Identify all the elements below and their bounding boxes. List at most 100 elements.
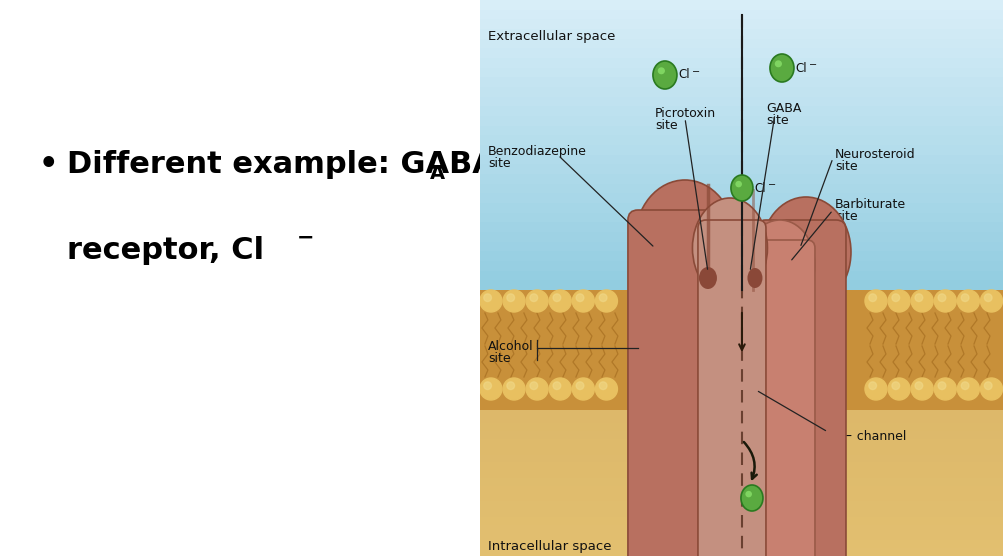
Circle shape [911,290,932,312]
Bar [479,77,1003,87]
Bar [479,502,1003,509]
Bar [479,58,1003,68]
Text: site: site [765,114,787,127]
Bar [479,222,1003,232]
Text: •: • [38,150,58,179]
Text: Different example: GABA: Different example: GABA [67,150,495,179]
Bar [479,19,1003,29]
Circle shape [891,382,899,390]
Circle shape [526,290,548,312]
Circle shape [888,290,909,312]
Bar [479,517,1003,525]
Text: site: site [487,157,511,170]
Text: Intracellular space: Intracellular space [487,540,611,553]
Ellipse shape [734,181,741,187]
Text: Cl: Cl [753,181,765,195]
Bar [479,242,1003,251]
Bar [479,9,1003,19]
Ellipse shape [769,54,793,82]
Circle shape [891,294,899,301]
Circle shape [599,294,607,301]
Circle shape [914,382,922,390]
Circle shape [507,382,515,390]
Bar [479,548,1003,556]
Circle shape [960,294,968,301]
Circle shape [983,294,991,301]
Circle shape [503,378,525,400]
Ellipse shape [744,220,814,310]
Bar [479,400,1003,556]
Text: Barbiturate: Barbiturate [834,198,905,211]
Circle shape [507,294,515,301]
Circle shape [983,382,991,390]
Circle shape [530,294,538,301]
Bar [479,470,1003,478]
Circle shape [957,290,978,312]
Text: Cl− channel: Cl− channel [829,430,906,443]
Bar [479,165,1003,174]
FancyBboxPatch shape [755,220,846,556]
Circle shape [483,294,491,301]
Bar [479,455,1003,463]
Bar [479,174,1003,183]
Circle shape [868,382,876,390]
Text: −: − [767,180,775,190]
Ellipse shape [692,198,766,298]
Text: −: − [296,228,314,248]
Ellipse shape [652,61,676,89]
Circle shape [599,382,607,390]
Bar [479,106,1003,116]
Text: GABA: GABA [765,102,800,115]
Bar [479,87,1003,97]
Text: A: A [429,164,444,183]
Circle shape [572,378,594,400]
Text: Extracellular space: Extracellular space [487,30,615,43]
Circle shape [483,382,491,390]
Bar [479,126,1003,135]
Ellipse shape [730,175,752,201]
Bar [479,486,1003,494]
Circle shape [865,378,886,400]
Text: −: − [808,60,816,70]
Circle shape [937,382,945,390]
Text: site: site [487,352,511,365]
Circle shape [549,378,571,400]
Bar [479,431,1003,439]
Circle shape [503,290,525,312]
FancyBboxPatch shape [627,210,725,556]
Bar [479,509,1003,517]
Bar [479,271,1003,280]
Bar [479,183,1003,193]
Bar [479,232,1003,242]
Bar [479,540,1003,548]
Bar [479,39,1003,48]
Bar [479,290,1003,410]
Circle shape [914,294,922,301]
Circle shape [526,378,548,400]
Circle shape [937,294,945,301]
Circle shape [530,382,538,390]
Circle shape [572,290,594,312]
Bar [479,116,1003,126]
Circle shape [549,290,571,312]
Circle shape [479,378,502,400]
Circle shape [865,290,886,312]
Ellipse shape [698,267,716,289]
Bar [479,415,1003,424]
Bar [479,533,1003,540]
Bar [479,463,1003,470]
Ellipse shape [634,180,734,300]
Text: Picrotoxin: Picrotoxin [654,107,715,120]
Bar [479,525,1003,533]
Bar [479,68,1003,77]
Circle shape [479,290,502,312]
Bar [479,261,1003,271]
Circle shape [934,378,955,400]
Circle shape [595,378,617,400]
Bar [479,145,1003,155]
Circle shape [960,382,968,390]
Text: Cl: Cl [677,68,689,82]
Ellipse shape [746,268,761,288]
Bar [479,424,1003,431]
Bar [479,203,1003,212]
